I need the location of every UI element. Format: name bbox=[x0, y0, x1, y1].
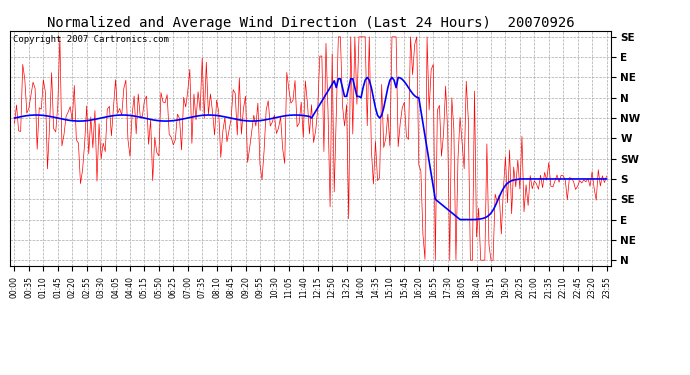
Title: Normalized and Average Wind Direction (Last 24 Hours)  20070926: Normalized and Average Wind Direction (L… bbox=[47, 16, 574, 30]
Text: Copyright 2007 Cartronics.com: Copyright 2007 Cartronics.com bbox=[13, 36, 169, 45]
